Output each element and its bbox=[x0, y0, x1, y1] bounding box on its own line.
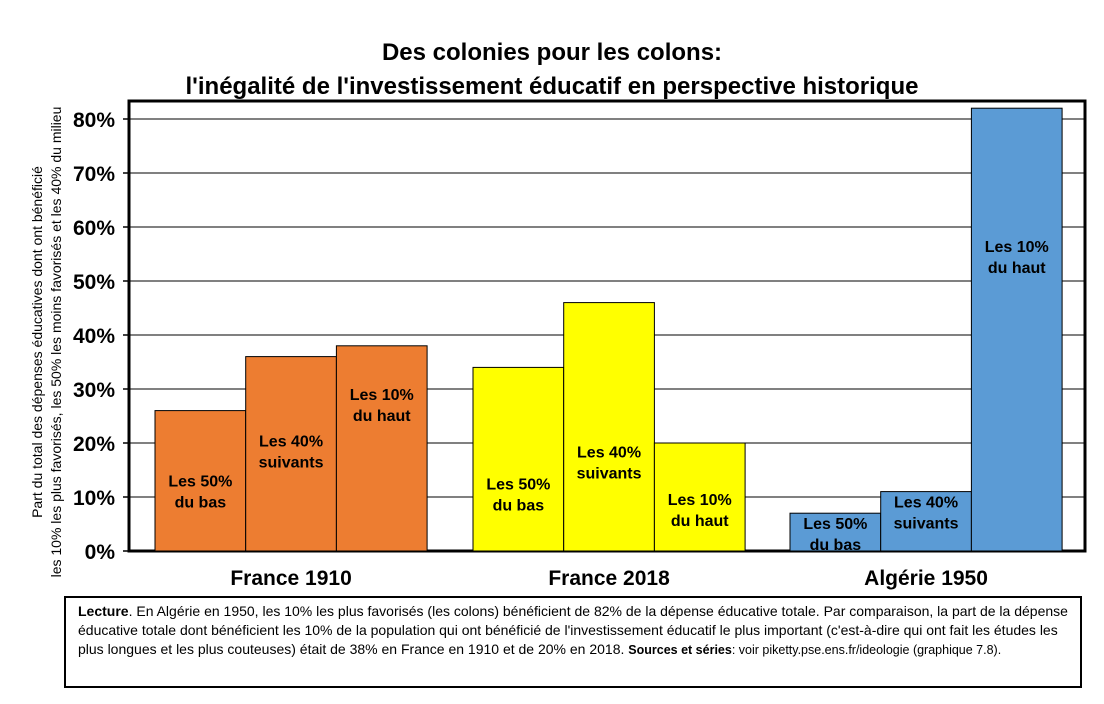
y-tick-label: 70% bbox=[73, 163, 115, 186]
bar bbox=[789, 512, 882, 552]
bar bbox=[472, 366, 565, 552]
y-tick-label: 40% bbox=[73, 325, 115, 348]
bar bbox=[154, 410, 247, 552]
bar bbox=[970, 107, 1063, 552]
bar-label: Les 40% suivants bbox=[577, 445, 642, 483]
y-tick-label: 0% bbox=[85, 541, 116, 564]
bar-label: Les 10% du haut bbox=[985, 239, 1049, 277]
x-category-label: France 2018 bbox=[548, 567, 670, 590]
y-tick-label: 80% bbox=[73, 109, 115, 132]
x-category-label: Algérie 1950 bbox=[864, 567, 988, 590]
bar-label: Les 50% du bas bbox=[168, 474, 232, 512]
bar-label: Les 40% suivants bbox=[259, 434, 324, 472]
reading-note: Lecture. En Algérie en 1950, les 10% les… bbox=[64, 596, 1082, 688]
bar bbox=[245, 356, 337, 552]
x-category-label: France 1910 bbox=[230, 567, 351, 590]
bar-label: Les 50% du bas bbox=[803, 516, 867, 554]
bar-label: Les 10% du haut bbox=[350, 387, 414, 425]
bar bbox=[880, 491, 972, 552]
note-text: . En Algérie en 1950, les 10% les plus f… bbox=[78, 603, 1068, 657]
chart-title-line-1: Des colonies pour les colons: bbox=[381, 39, 723, 66]
sources-note: Sources et séries: voir piketty.pse.ens.… bbox=[628, 643, 1001, 657]
bar bbox=[653, 442, 746, 552]
bar-label: Les 10% du haut bbox=[668, 492, 732, 530]
y-tick-label: 50% bbox=[73, 271, 115, 294]
bar-label: Les 40% suivants bbox=[894, 495, 959, 533]
y-tick-label: 10% bbox=[73, 487, 115, 510]
sources-text: : voir piketty.pse.ens.fr/ideologie (gra… bbox=[731, 643, 1002, 657]
y-tick-label: 60% bbox=[73, 217, 115, 240]
bar-chart: 0% 10% 20% 30% 40% 50% 60% 70% 80% Les 50% du bas L… bbox=[73, 99, 1087, 590]
bar bbox=[563, 302, 655, 552]
bar-label: Les 50% du bas bbox=[486, 476, 550, 514]
note-lead: Lecture bbox=[78, 603, 129, 619]
y-tick-label: 30% bbox=[73, 379, 115, 402]
y-tick-label: 20% bbox=[73, 433, 115, 456]
chart-title-line-2: l'inégalité de l'investissement éducatif… bbox=[185, 73, 919, 100]
sources-lead: Sources et séries bbox=[628, 643, 732, 657]
bar bbox=[335, 345, 428, 552]
